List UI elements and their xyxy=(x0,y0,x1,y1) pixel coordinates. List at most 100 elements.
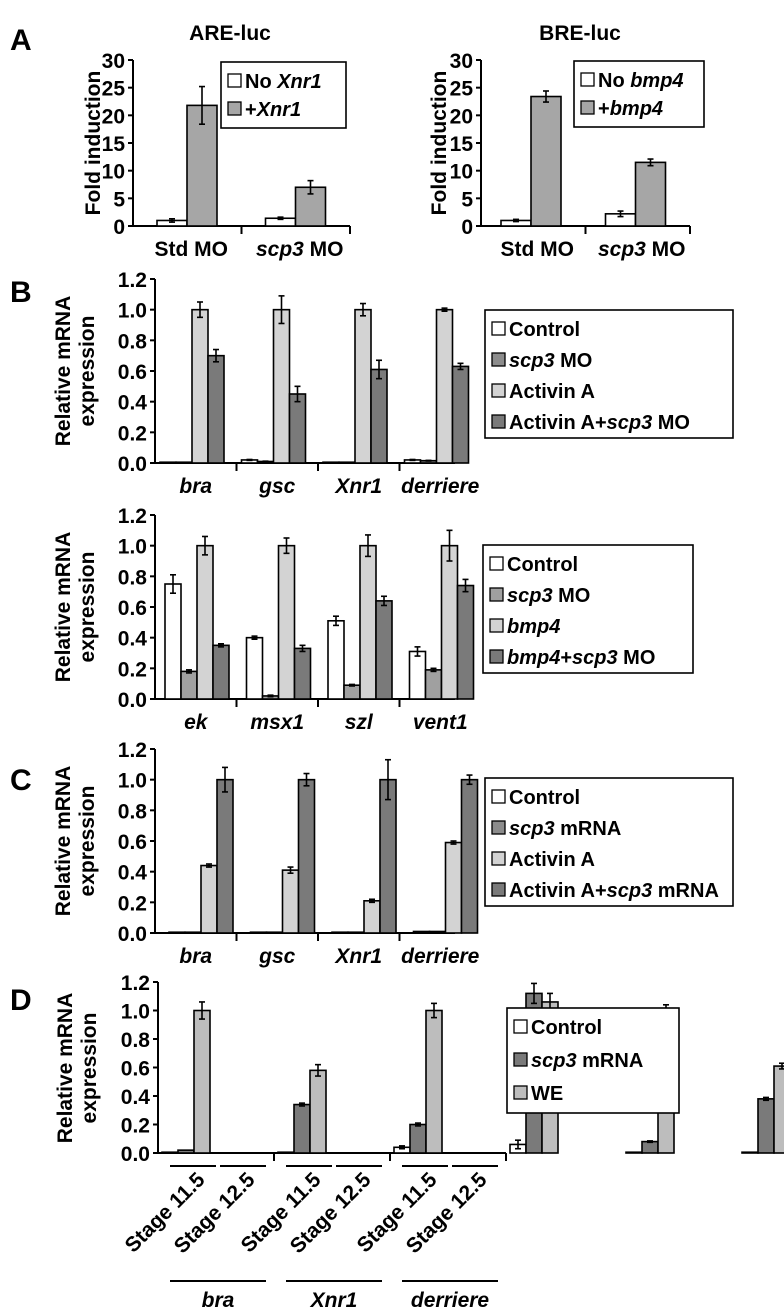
y-tick-label: 0.8 xyxy=(118,800,148,823)
legend-swatch xyxy=(491,321,506,336)
bar xyxy=(288,393,307,464)
chart-a-left: A ARE-luc Fold induction 0 5 10 15 20 25 30 Std MO… xyxy=(10,22,351,261)
text-part: Activin A xyxy=(509,381,595,403)
bar xyxy=(184,931,202,934)
text-part: bmp4 xyxy=(610,98,663,120)
y-tick-label: 30 xyxy=(102,50,125,73)
legend-label: bmp4+scp3 MO xyxy=(507,647,655,669)
bar xyxy=(186,104,218,227)
text-part: Activin A xyxy=(509,849,595,871)
text-part: No xyxy=(245,71,277,93)
x-tick-label: derriere xyxy=(401,945,480,968)
text-part: WE xyxy=(531,1083,563,1105)
text-part: bra xyxy=(179,945,212,968)
legend-swatch xyxy=(227,73,242,88)
text-part: bmp4 xyxy=(630,70,683,92)
chart-b-top: B Relative mRNAexpression 0.0 0.2 0.4 0.6 0.8 1… xyxy=(10,269,734,498)
bar xyxy=(530,95,562,227)
bar xyxy=(773,1065,784,1154)
x-tick-label: scp3 MO xyxy=(256,238,344,261)
legend-swatch xyxy=(580,72,595,87)
legend-label: +bmp4 xyxy=(598,98,663,120)
x-tick-label: gsc xyxy=(258,945,296,968)
y-tick-label: 0.4 xyxy=(121,1086,151,1109)
y-tick-label: 0.2 xyxy=(118,422,147,445)
x-tick-label: Xnr1 xyxy=(334,475,382,498)
bar xyxy=(375,600,393,700)
y-tick-label: 0.2 xyxy=(118,658,147,681)
legend-frame xyxy=(506,1007,680,1114)
text-part: msx1 xyxy=(250,711,304,734)
y-axis-label: Relative mRNAexpression xyxy=(52,296,99,447)
text-part: MO xyxy=(304,238,344,261)
legend-swatch xyxy=(491,383,506,398)
y-tick-label: 0.4 xyxy=(118,628,148,651)
bar xyxy=(159,461,177,464)
bar xyxy=(456,584,475,700)
text-part: scp3 xyxy=(607,880,653,902)
y-axis-label-line: Relative mRNA xyxy=(52,296,75,447)
y-tick-label: 0.8 xyxy=(118,330,148,353)
legend-label: Activin A+scp3 mRNA xyxy=(509,880,719,902)
y-tick-label: 0.8 xyxy=(118,566,148,589)
bar xyxy=(249,931,268,934)
legend-swatch xyxy=(513,1085,528,1100)
bar xyxy=(281,869,300,934)
y-tick-label: 0.4 xyxy=(118,392,148,415)
gene-group-label: derriere xyxy=(411,1289,490,1312)
bar xyxy=(168,931,186,934)
panel-letter: A xyxy=(10,24,32,57)
y-tick-label: 5 xyxy=(461,188,473,211)
y-tick-label: 15 xyxy=(102,133,126,156)
panel-letter: C xyxy=(10,764,32,797)
text-part: scp3 xyxy=(256,238,304,261)
bar xyxy=(191,308,209,464)
bar xyxy=(757,1098,775,1154)
bar xyxy=(277,544,296,700)
text-part: Xnr1 xyxy=(334,475,382,498)
text-part: + xyxy=(560,647,572,669)
bar xyxy=(409,1123,427,1154)
x-tick-label: bra xyxy=(179,475,212,498)
bar xyxy=(196,544,214,700)
y-axis-label: Relative mRNAexpression xyxy=(52,766,99,917)
x-tick-label: szl xyxy=(345,711,374,734)
text-part: derriere xyxy=(401,945,480,968)
y-tick-label: 1.2 xyxy=(118,505,147,528)
text-part: scp3 xyxy=(572,647,618,669)
text-part: MO xyxy=(553,585,591,607)
legend-swatch xyxy=(489,587,504,602)
y-tick-label: 10 xyxy=(450,161,473,184)
x-tick-label: Std MO xyxy=(155,238,229,261)
bar xyxy=(331,931,349,934)
legend: No bmp4+bmp4 xyxy=(573,60,705,128)
bar xyxy=(634,161,667,227)
bar xyxy=(293,647,312,700)
bar xyxy=(200,864,218,934)
bar xyxy=(440,544,459,700)
legend-swatch xyxy=(489,649,504,664)
bar xyxy=(216,778,234,934)
bar xyxy=(277,1151,295,1154)
bar xyxy=(175,461,193,464)
x-tick-label: ek xyxy=(184,711,209,734)
y-tick-label: 1.0 xyxy=(118,770,147,793)
bar xyxy=(177,1149,195,1154)
legend-frame xyxy=(220,61,347,129)
y-axis-label-line: expression xyxy=(76,552,99,663)
text-part: + xyxy=(245,99,257,121)
text-part: derriere xyxy=(401,475,480,498)
y-tick-label: 0 xyxy=(461,216,473,239)
bar xyxy=(354,308,372,464)
y-axis-label-line: expression xyxy=(76,786,99,897)
text-part: gsc xyxy=(258,475,296,498)
gene-group-label: bra xyxy=(202,1289,235,1312)
text-part: No xyxy=(598,70,630,92)
chart-d: D Relative mRNAexpression 0.0 0.2 0.4 0.6 0.8 1… xyxy=(10,972,784,1312)
legend-label: Control xyxy=(509,319,580,341)
legend-swatch xyxy=(491,352,506,367)
bar xyxy=(425,1009,443,1154)
y-tick-label: 15 xyxy=(450,133,474,156)
bar xyxy=(309,1069,327,1154)
